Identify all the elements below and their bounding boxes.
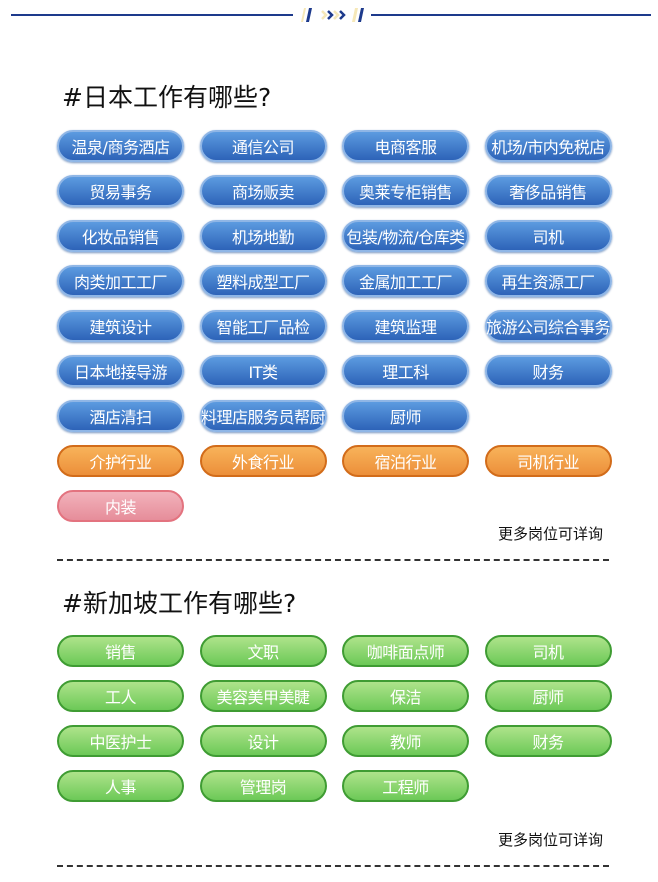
job-tag[interactable]: IT类 — [199, 355, 327, 387]
job-tag[interactable]: 管理岗 — [199, 770, 327, 802]
job-tag[interactable]: 美容美甲美睫 — [199, 680, 327, 712]
job-tag[interactable]: 司机行业 — [484, 445, 612, 477]
job-tag[interactable]: 中医护士 — [57, 725, 184, 757]
job-tag[interactable]: 贸易事务 — [57, 175, 184, 207]
job-tag[interactable]: 司机 — [484, 220, 612, 252]
section-divider-bottom — [57, 865, 609, 867]
job-tag[interactable]: 工人 — [57, 680, 184, 712]
job-tag[interactable]: 内装 — [57, 490, 184, 522]
job-tag[interactable]: 工程师 — [342, 770, 469, 802]
job-tag[interactable]: 外食行业 — [199, 445, 327, 477]
job-tag[interactable]: 化妆品销售 — [57, 220, 184, 252]
job-tag[interactable]: 肉类加工工厂 — [57, 265, 184, 297]
job-tag[interactable]: 金属加工工厂 — [342, 265, 469, 297]
job-tag[interactable]: 智能工厂品检 — [199, 310, 327, 342]
header-divider-left — [11, 14, 293, 16]
singapore-more-link[interactable]: 更多岗位可详询 — [497, 831, 603, 849]
job-tag[interactable]: 财务 — [484, 355, 612, 387]
job-tag[interactable]: 咖啡面点师 — [342, 635, 469, 667]
japan-section-title: #日本工作有哪些? — [62, 83, 272, 112]
job-tag[interactable]: 电商客服 — [342, 130, 469, 162]
job-tag[interactable]: 厨师 — [484, 680, 612, 712]
job-tag[interactable]: 奥莱专柜销售 — [342, 175, 469, 207]
singapore-jobs-grid: 销售 文职 咖啡面点师 司机工人 美容美甲美睫 保洁 厨师中医护士 设计 教师 财务人事 管理岗 工程… — [57, 635, 612, 802]
job-tag[interactable]: 酒店清扫 — [57, 400, 184, 432]
job-tag[interactable]: 司机 — [484, 635, 612, 667]
job-tag[interactable]: 再生资源工厂 — [484, 265, 612, 297]
job-tag[interactable]: 建筑设计 — [57, 310, 184, 342]
job-tag[interactable]: 日本地接导游 — [57, 355, 184, 387]
singapore-section-title: #新加坡工作有哪些? — [62, 589, 297, 618]
japan-more-link[interactable]: 更多岗位可详询 — [497, 525, 603, 543]
job-tag[interactable]: 奢侈品销售 — [484, 175, 612, 207]
section-divider — [57, 559, 609, 561]
job-tag[interactable]: 塑料成型工厂 — [199, 265, 327, 297]
job-tag[interactable]: 宿泊行业 — [342, 445, 469, 477]
job-tag[interactable]: 教师 — [342, 725, 469, 757]
header-divider-right — [371, 14, 651, 16]
job-tag[interactable]: 建筑监理 — [342, 310, 469, 342]
job-tag[interactable]: 销售 — [57, 635, 184, 667]
job-tag[interactable]: 商场贩卖 — [199, 175, 327, 207]
job-tag[interactable]: 财务 — [484, 725, 612, 757]
japan-jobs-grid: 温泉/商务酒店 通信公司 电商客服 机场/市内免税店贸易事务 商场贩卖 奥莱专柜销售 奢侈品… — [57, 130, 612, 522]
job-tag[interactable]: 机场/市内免税店 — [484, 130, 612, 162]
job-tag[interactable]: 介护行业 — [57, 445, 184, 477]
job-tag[interactable]: 包装/物流/仓库类 — [342, 220, 469, 252]
job-tag[interactable]: 设计 — [199, 725, 327, 757]
chevrons-ornament-icon — [301, 8, 364, 22]
job-tag[interactable]: 料理店服务员帮厨 — [199, 400, 327, 432]
job-tag[interactable]: 通信公司 — [199, 130, 327, 162]
job-tag[interactable]: 厨师 — [342, 400, 469, 432]
job-tag[interactable]: 旅游公司综合事务 — [484, 310, 612, 342]
job-tag[interactable]: 保洁 — [342, 680, 469, 712]
job-tag[interactable]: 理工科 — [342, 355, 469, 387]
job-tag[interactable]: 文职 — [199, 635, 327, 667]
job-tag[interactable]: 人事 — [57, 770, 184, 802]
job-tag[interactable]: 温泉/商务酒店 — [57, 130, 184, 162]
empty-slot — [485, 400, 612, 432]
job-tag[interactable]: 机场地勤 — [199, 220, 327, 252]
